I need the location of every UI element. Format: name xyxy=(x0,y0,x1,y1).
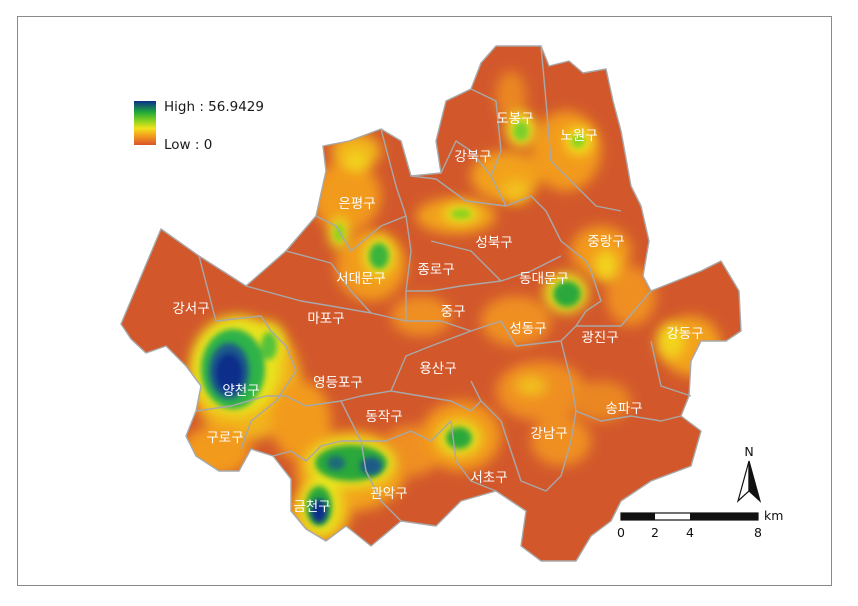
north-arrow-right-half xyxy=(748,460,762,503)
district-label-seocho: 서초구 xyxy=(470,470,507,486)
legend-low-label: Low : 0 xyxy=(164,137,212,153)
district-labels: 도봉구 노원구 강북구 은평구 성북구 중랑구 서대문구 종로구 동대문구 강서… xyxy=(172,111,703,515)
scale-tick-0: 0 xyxy=(617,525,625,540)
district-label-mapo: 마포구 xyxy=(307,311,344,327)
north-arrow: N xyxy=(736,444,762,503)
district-label-yeongdeungpo: 영등포구 xyxy=(313,375,363,391)
scale-bar: 0 2 4 8 km xyxy=(617,508,783,540)
legend-color-ramp xyxy=(134,101,156,145)
district-label-dongjak: 동작구 xyxy=(365,409,402,425)
district-label-gangbuk: 강북구 xyxy=(454,149,491,165)
district-label-gangnam: 강남구 xyxy=(530,426,567,442)
district-label-nowon: 노원구 xyxy=(560,128,597,144)
north-label: N xyxy=(744,444,753,459)
district-label-geumcheon: 금천구 xyxy=(293,499,330,515)
district-label-eunpyeong: 은평구 xyxy=(338,196,375,212)
scale-segment-4-8 xyxy=(690,513,758,520)
district-label-gwangjin: 광진구 xyxy=(581,330,618,346)
district-label-yangcheon: 양천구 xyxy=(222,383,259,399)
district-boundaries xyxy=(120,45,742,562)
district-label-seodaemun: 서대문구 xyxy=(336,271,386,287)
scale-tick-2: 2 xyxy=(651,525,659,540)
district-label-gangdong: 강동구 xyxy=(666,326,703,342)
density-surface xyxy=(181,71,721,541)
legend: High : 56.9429 Low : 0 xyxy=(134,99,264,153)
district-label-gangseo: 강서구 xyxy=(172,301,209,317)
district-label-dobong: 도봉구 xyxy=(496,111,533,127)
scale-segment-0-2 xyxy=(621,513,655,520)
density-map: 도봉구 노원구 강북구 은평구 성북구 중랑구 서대문구 종로구 동대문구 강서… xyxy=(120,45,783,562)
district-label-jungnang: 중랑구 xyxy=(587,234,624,250)
north-arrow-left-half xyxy=(736,460,750,503)
district-label-gwanak: 관악구 xyxy=(370,486,407,502)
map-frame: 도봉구 노원구 강북구 은평구 성북구 중랑구 서대문구 종로구 동대문구 강서… xyxy=(17,16,832,586)
district-label-yongsan: 용산구 xyxy=(419,361,456,377)
scale-tick-4: 4 xyxy=(686,525,694,540)
district-label-songpa: 송파구 xyxy=(605,401,642,417)
scale-unit: km xyxy=(764,508,783,523)
legend-high-label: High : 56.9429 xyxy=(164,99,264,115)
scale-tick-8: 8 xyxy=(754,525,762,540)
district-label-jung: 중구 xyxy=(441,304,466,320)
district-label-jongno: 종로구 xyxy=(417,262,454,278)
district-label-seongdong: 성동구 xyxy=(509,321,546,337)
district-label-seongbuk: 성북구 xyxy=(475,235,512,251)
district-label-dongdaemun: 동대문구 xyxy=(519,271,569,287)
district-label-guro: 구로구 xyxy=(206,430,243,446)
